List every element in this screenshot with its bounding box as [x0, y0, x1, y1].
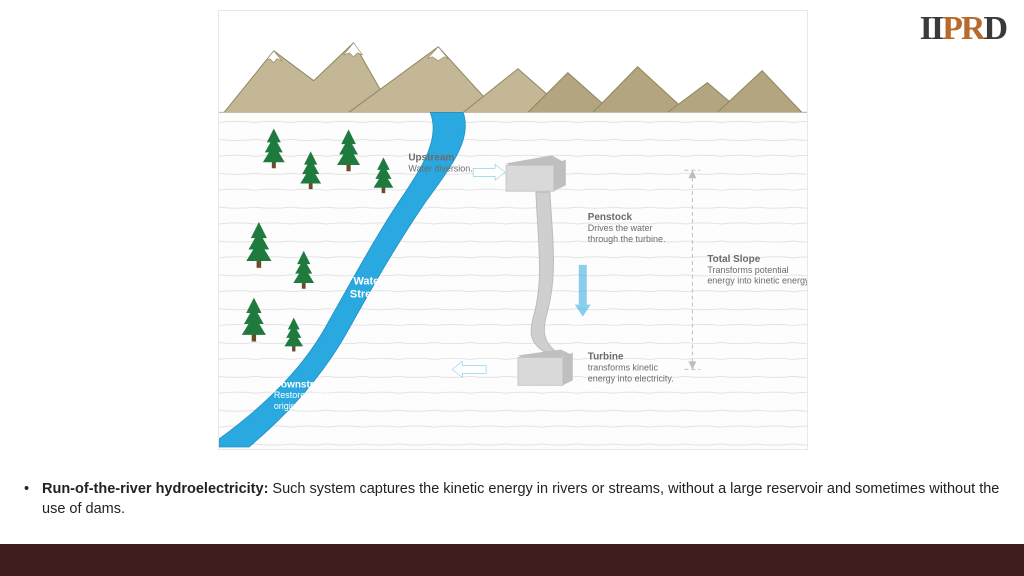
svg-text:Turbine: Turbine [588, 351, 624, 362]
diagram-frame: UpstreamWater diversion. PenstockDrives t… [218, 10, 808, 450]
caption-bold: Run-of-the-river hydroelectricity: [42, 481, 268, 497]
svg-text:Stream: Stream [350, 289, 387, 301]
svg-text:original river's stream.: original river's stream. [274, 401, 361, 411]
caption: Run-of-the-river hydroelectricity: Such … [24, 480, 1000, 519]
svg-text:Restore of the: Restore of the [274, 390, 330, 400]
svg-text:energy into electricity.: energy into electricity. [588, 373, 674, 383]
svg-text:Water diversion.: Water diversion. [408, 163, 472, 173]
svg-text:Transforms potential: Transforms potential [707, 265, 788, 275]
svg-text:Downstream: Downstream [274, 379, 334, 390]
svg-text:Total Slope: Total Slope [707, 254, 760, 265]
svg-text:energy into kinetic energy.: energy into kinetic energy. [707, 276, 807, 286]
hydro-diagram: UpstreamWater diversion. PenstockDrives t… [219, 11, 807, 449]
svg-text:transforms kinetic: transforms kinetic [588, 362, 659, 372]
footer-bar [0, 544, 1024, 576]
svg-text:through the turbine.: through the turbine. [588, 234, 666, 244]
svg-text:Penstock: Penstock [588, 212, 633, 223]
svg-text:Upstream: Upstream [408, 152, 454, 163]
svg-text:Water: Water [353, 276, 384, 288]
logo: IIPRD [920, 10, 1006, 48]
svg-text:Drives the water: Drives the water [588, 223, 653, 233]
